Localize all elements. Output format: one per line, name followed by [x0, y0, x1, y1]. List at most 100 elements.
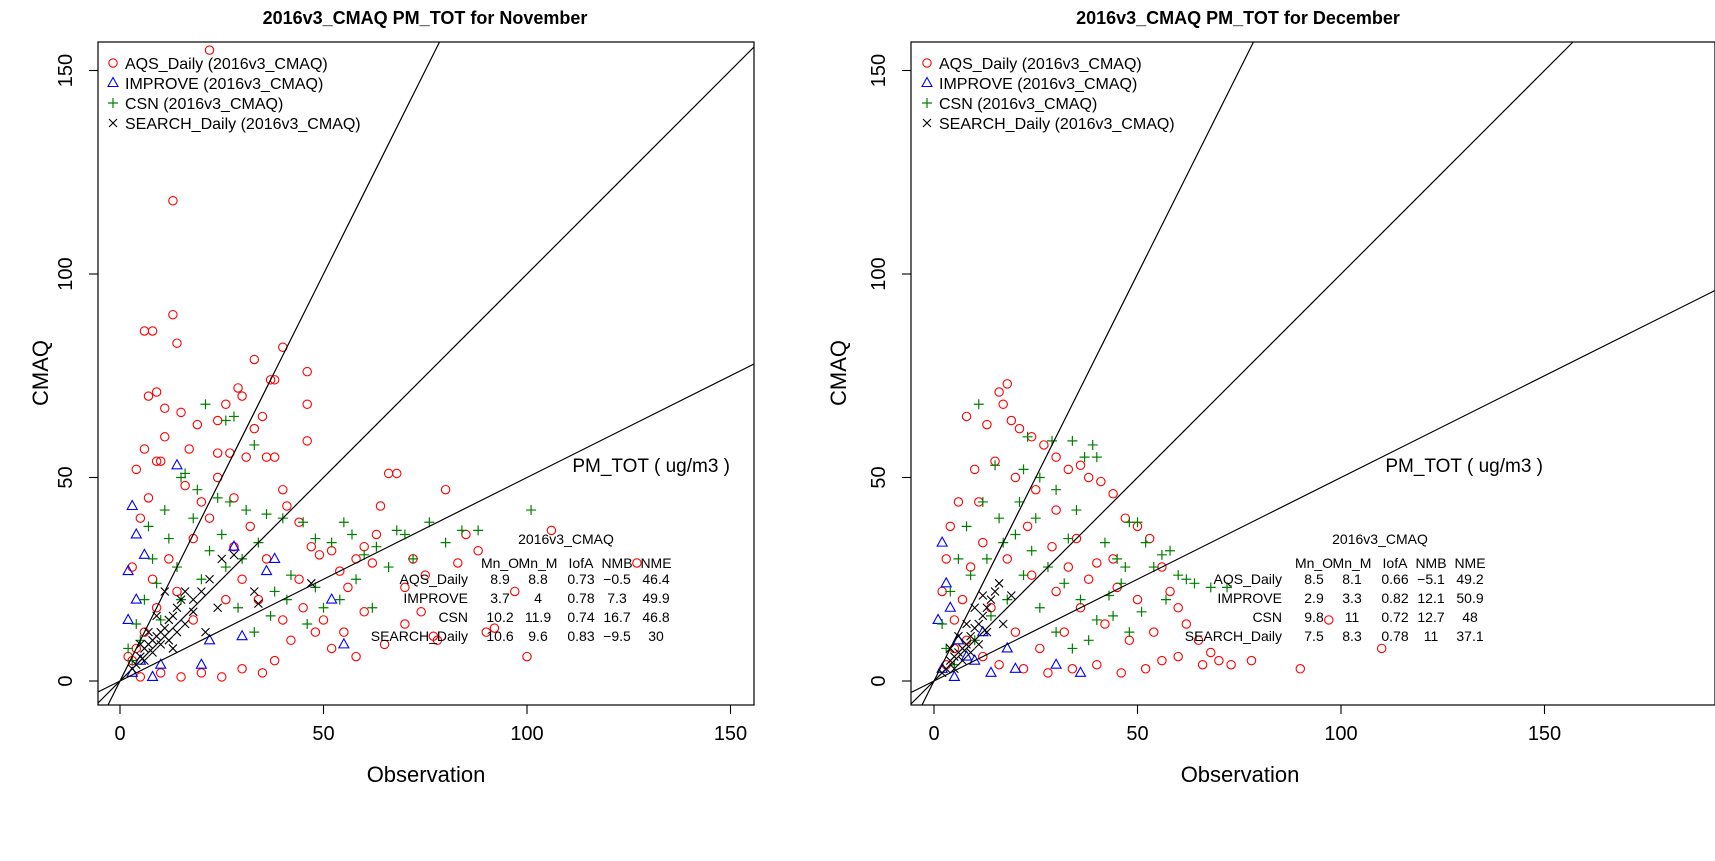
data-point: [408, 553, 419, 564]
data-point: [151, 602, 162, 613]
data-point: [1157, 655, 1167, 666]
data-point: [985, 666, 997, 677]
data-point: [1047, 541, 1057, 552]
stats-value: 37.1: [1456, 628, 1483, 644]
data-point: [298, 602, 308, 613]
data-point: [936, 535, 949, 547]
stats-network-label: IMPROVE: [1217, 590, 1282, 606]
data-point: [139, 444, 150, 454]
data-point: [204, 45, 215, 55]
data-point: [335, 566, 345, 576]
data-point: [265, 610, 276, 621]
data-point: [432, 635, 443, 646]
data-point: [151, 387, 162, 397]
data-point: [1205, 582, 1216, 593]
data-point: [473, 546, 483, 556]
data-point: [130, 592, 143, 604]
stats-value: 12.1: [1417, 590, 1444, 606]
data-point: [233, 602, 244, 613]
data-point: [941, 554, 951, 564]
data-point: [982, 603, 992, 613]
data-point: [1197, 659, 1208, 670]
series-circle: [123, 45, 642, 682]
data-point: [966, 648, 976, 657]
data-point: [371, 529, 382, 540]
data-point: [1132, 517, 1143, 528]
data-point: [1165, 545, 1176, 556]
series-plus: [123, 399, 537, 666]
reference-line: [910, 41, 1574, 705]
legend-entry: AQS_Daily (2016v3_CMAQ): [125, 56, 328, 73]
data-point: [268, 552, 281, 563]
data-point: [1018, 464, 1029, 475]
data-point: [1083, 574, 1094, 584]
data-point: [282, 501, 292, 511]
data-point: [994, 513, 1005, 524]
data-point: [172, 586, 182, 597]
data-point: [953, 553, 964, 564]
data-point: [285, 570, 296, 581]
data-point: [1193, 635, 1204, 646]
data-point: [1050, 658, 1063, 669]
legend-entry: CSN (2016v3_CMAQ): [125, 96, 283, 113]
stats-header: Mn_M: [1333, 555, 1372, 571]
data-point: [188, 607, 198, 617]
data-point: [958, 656, 967, 666]
legend-entry: AQS_Daily (2016v3_CMAQ): [939, 56, 1142, 73]
data-point: [1051, 452, 1061, 462]
data-point: [949, 664, 959, 674]
data-point: [249, 627, 260, 638]
stats-network-label: SEARCH_Daily: [1185, 628, 1282, 644]
data-point: [1071, 505, 1082, 516]
data-point: [306, 578, 316, 588]
data-point: [400, 619, 410, 629]
chart-panel-november: 2016v3_CMAQ PM_TOT for November 0 50 100 15…: [28, 8, 755, 787]
data-point: [974, 619, 984, 629]
data-point: [1100, 619, 1110, 629]
data-point: [1226, 659, 1236, 670]
stats-value: 9.8: [1304, 609, 1324, 625]
x-axis-label: Observation: [367, 762, 486, 787]
legend-marker: [921, 76, 933, 88]
data-point: [184, 444, 194, 454]
data-point: [188, 615, 199, 625]
data-point: [1002, 554, 1013, 564]
data-point: [257, 411, 268, 422]
data-point: [176, 595, 186, 604]
data-point: [131, 464, 142, 475]
stats-value: 0.78: [567, 590, 594, 606]
data-point: [986, 595, 996, 604]
data-point: [998, 399, 1008, 409]
legend: AQS_Daily (2016v3_CMAQ) IMPROVE (2016v3_C…: [921, 56, 1175, 133]
series-circle: [937, 379, 1387, 678]
data-point: [265, 375, 276, 385]
data-point: [1165, 586, 1175, 597]
data-point: [140, 656, 149, 666]
data-point: [456, 525, 467, 536]
data-point: [1376, 643, 1387, 654]
data-point: [302, 366, 312, 377]
data-point: [1014, 423, 1025, 434]
x-tick-label: 100: [1324, 723, 1357, 745]
data-point: [135, 513, 146, 523]
stats-header: Mn_O: [1295, 555, 1333, 571]
data-point: [261, 554, 272, 564]
data-point: [188, 513, 199, 524]
data-point: [1067, 664, 1078, 674]
data-point: [188, 595, 198, 604]
data-point: [302, 399, 312, 409]
stats-network-label: AQS_Daily: [1214, 571, 1282, 587]
data-point: [1063, 533, 1074, 544]
data-point: [339, 627, 349, 637]
data-point: [154, 658, 167, 669]
data-point: [151, 456, 162, 466]
data-point: [195, 658, 208, 669]
data-point: [164, 635, 174, 645]
legend-entry: SEARCH_Daily (2016v3_CMAQ): [125, 116, 361, 133]
plot-frame: [97, 41, 755, 706]
y-axis-label: CMAQ: [826, 340, 851, 406]
data-point: [1181, 619, 1192, 629]
x-tick-label: 150: [714, 723, 747, 745]
data-point: [1156, 549, 1167, 560]
data-point: [392, 468, 402, 479]
